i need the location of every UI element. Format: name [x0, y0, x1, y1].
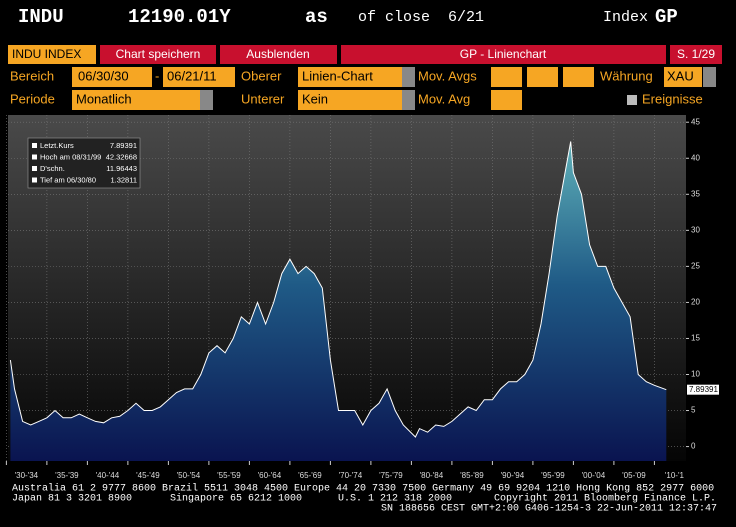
lower-field[interactable]: [298, 90, 402, 110]
footer-us: U.S. 1 212 318 2000: [338, 494, 452, 505]
function: GP: [655, 6, 678, 28]
legend-value: 42.32668: [106, 152, 137, 161]
hide-label[interactable]: Ausblenden: [246, 47, 309, 61]
index: Index: [603, 9, 648, 26]
y-tick-label: 0: [691, 442, 696, 451]
legend-box: [27, 137, 141, 189]
range-label: Bereich: [10, 68, 54, 83]
y-tick-label: 15: [691, 334, 700, 343]
range-sep: -: [155, 68, 159, 83]
legend-label: Tief am 06/30/80: [40, 175, 96, 184]
mov-avg-field[interactable]: [563, 67, 594, 87]
x-tick-label: '95-'99: [541, 471, 565, 480]
footer-line: Australia 61 2 9777 8600 Brazil 5511 304…: [12, 483, 714, 495]
x-tick-label: '90-'94: [501, 471, 525, 480]
x-tick-label: '75-'79: [379, 471, 403, 480]
mov-avg-field[interactable]: [491, 90, 522, 110]
events-checkbox[interactable]: [627, 95, 637, 105]
mov-avg-label: Mov. Avg: [418, 91, 470, 106]
x-tick-label: '00-'04: [582, 471, 606, 480]
y-tick-label: 45: [691, 117, 700, 126]
area-line: [9, 141, 667, 438]
page-box: [670, 45, 722, 64]
as: as: [305, 6, 328, 28]
y-tick-label: 40: [691, 153, 700, 162]
legend-value: 11.96443: [106, 164, 137, 173]
x-tick-label: '85-'89: [460, 471, 484, 480]
x-tick-label: '35-'39: [55, 471, 79, 480]
lower-dropdown[interactable]: [402, 90, 415, 110]
x-tick-label: '40-'44: [96, 471, 120, 480]
legend-label: Hoch am 08/31/99: [40, 152, 101, 161]
mov-avg-field[interactable]: [527, 67, 558, 87]
upper-value[interactable]: Linien-Chart: [302, 68, 373, 83]
ticker: INDU: [18, 6, 64, 28]
last-price: 7.89391: [689, 385, 718, 394]
lower-value[interactable]: Kein: [302, 91, 328, 106]
currency-value[interactable]: XAU: [667, 68, 694, 83]
legend-value: 1.32811: [110, 175, 137, 184]
footer-singapore: Singapore 65 6212 1000: [170, 493, 302, 505]
range-end-field[interactable]: [163, 67, 235, 87]
y-tick-label: 35: [691, 189, 700, 198]
upper-field[interactable]: [298, 67, 402, 87]
save-button[interactable]: [100, 45, 216, 64]
x-tick-label: '45-'49: [136, 471, 160, 480]
y-tick-label: 5: [691, 406, 696, 415]
period-field[interactable]: [72, 90, 200, 110]
x-tick-label: '80-'84: [420, 471, 444, 480]
x-tick-label: '65-'69: [298, 471, 322, 480]
chart-title: GP - Linienchart: [460, 47, 547, 61]
legend-swatch: [32, 154, 37, 160]
upper-dropdown[interactable]: [402, 67, 415, 87]
x-tick-label: '60-'64: [258, 471, 282, 480]
x-tick-label: '10-'1: [665, 471, 685, 480]
legend-swatch: [32, 166, 37, 171]
currency-field[interactable]: [664, 67, 702, 87]
events-label[interactable]: Ereignisse: [642, 91, 703, 106]
mov-avgs-label: Mov. Avgs: [418, 68, 477, 83]
currency-dropdown[interactable]: [703, 67, 716, 87]
hide-button[interactable]: [220, 45, 337, 64]
footer-japan: Japan 81 3 3201 8900: [12, 494, 132, 505]
of-close: of close: [358, 9, 430, 26]
area-fill: [10, 141, 667, 461]
date: 6/21: [448, 9, 484, 26]
legend-label: Letzt.Kurs: [40, 141, 74, 150]
currency-label: Währung: [600, 68, 653, 83]
save-label[interactable]: Chart speichern: [116, 47, 201, 61]
x-tick-label: '55-'59: [217, 471, 241, 480]
footer-copyright: Copyright 2011 Bloomberg Finance L.P.: [494, 493, 716, 505]
upper-label: Oberer: [241, 68, 282, 83]
x-tick-label: '70-'74: [339, 471, 363, 480]
x-tick-label: '30-'34: [15, 471, 39, 480]
legend-swatch: [32, 143, 37, 148]
security: INDU INDEX: [12, 47, 81, 61]
range-end[interactable]: 06/21/11: [167, 68, 217, 83]
security-box: [8, 45, 96, 64]
legend-value: 7.89391: [110, 141, 137, 150]
range-start[interactable]: 06/30/30: [78, 68, 129, 83]
mov-avg-field[interactable]: [491, 67, 522, 87]
y-tick-label: 25: [691, 261, 700, 270]
y-tick-label: 30: [691, 225, 700, 234]
page: S. 1/29: [677, 47, 715, 61]
period-value[interactable]: Monatlich: [76, 91, 132, 106]
range-start-field[interactable]: [72, 67, 152, 87]
title-bar: [341, 45, 666, 64]
legend-label: D'schn.: [40, 164, 65, 173]
last-price-box: [687, 384, 719, 395]
x-tick-label: '05-'09: [622, 471, 646, 480]
y-tick-label: 20: [691, 298, 700, 307]
period-dropdown[interactable]: [200, 90, 213, 110]
period-label: Periode: [10, 91, 55, 106]
price: 12190.01Y: [128, 6, 231, 28]
x-tick-label: '50-'54: [177, 471, 201, 480]
legend-swatch: [32, 177, 37, 183]
footer-line: SN 188656 CEST GMT+2:00 G406-1254-3 22-J…: [381, 504, 717, 515]
y-tick-label: 10: [691, 370, 700, 379]
lower-label: Unterer: [241, 91, 285, 106]
